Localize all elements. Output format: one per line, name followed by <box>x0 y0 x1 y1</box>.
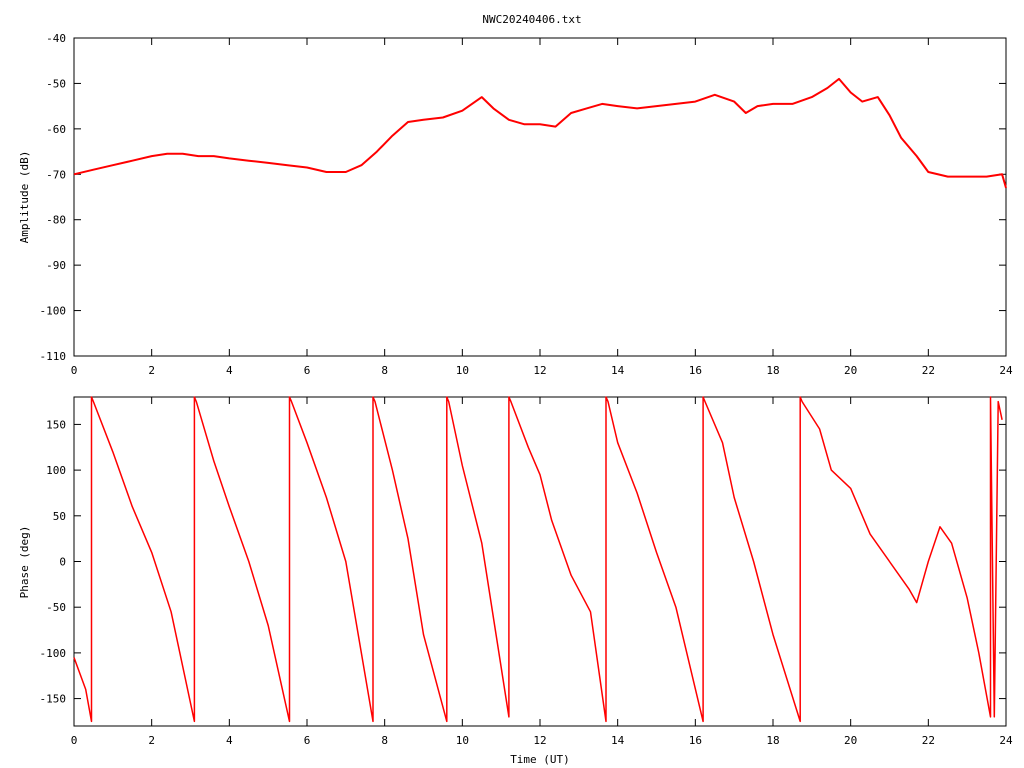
amplitude-y-tick-labels: -40 -50 -60 -70 -80 -90 -100 -110 <box>40 32 67 363</box>
y-tick-label: 50 <box>53 510 66 523</box>
y-tick-label: 0 <box>59 556 66 569</box>
x-tick-label: 10 <box>456 364 469 377</box>
phase-series-line <box>73 396 1003 723</box>
phase-y-axis-label: Phase (deg) <box>18 526 31 599</box>
x-tick-label: 12 <box>533 734 546 747</box>
y-tick-label: 150 <box>46 418 66 431</box>
phase-y-tick-labels: 150 100 50 0 -50 -100 -150 <box>40 418 67 705</box>
x-tick-label: 14 <box>611 364 625 377</box>
amplitude-y-axis-label: Amplitude (dB) <box>18 151 31 244</box>
x-tick-label: 2 <box>148 364 155 377</box>
y-tick-label: -70 <box>46 168 66 181</box>
x-tick-label: 4 <box>226 734 233 747</box>
y-tick-label: -60 <box>46 123 66 136</box>
x-tick-label: 20 <box>844 364 857 377</box>
amplitude-x-tick-labels: 0 2 4 6 8 10 12 14 16 18 20 22 24 <box>71 364 1013 377</box>
y-tick-label: -80 <box>46 214 66 227</box>
x-tick-label: 4 <box>226 364 233 377</box>
x-tick-label: 0 <box>71 734 78 747</box>
x-tick-label: 8 <box>381 734 388 747</box>
x-tick-label: 16 <box>689 734 702 747</box>
x-tick-label: 8 <box>381 364 388 377</box>
y-tick-label: -100 <box>40 305 67 318</box>
x-tick-label: 10 <box>456 734 469 747</box>
amplitude-plot-frame <box>73 37 1007 357</box>
x-tick-label: 6 <box>304 364 311 377</box>
x-tick-label: 0 <box>71 364 78 377</box>
amplitude-tick-marks <box>73 37 1007 357</box>
phase-x-axis-label: Time (UT) <box>510 753 570 766</box>
x-tick-label: 20 <box>844 734 857 747</box>
chart-title: NWC20240406.txt <box>482 13 581 26</box>
x-tick-label: 18 <box>766 364 779 377</box>
y-tick-label: -40 <box>46 32 66 45</box>
x-tick-label: 14 <box>611 734 625 747</box>
y-tick-label: -110 <box>40 350 67 363</box>
amplitude-series-line <box>73 77 1007 189</box>
x-tick-label: 24 <box>999 364 1013 377</box>
y-tick-label: -90 <box>46 259 66 272</box>
x-tick-label: 2 <box>148 734 155 747</box>
y-tick-label: -150 <box>40 693 67 706</box>
x-tick-label: 24 <box>999 734 1013 747</box>
x-tick-label: 16 <box>689 364 702 377</box>
y-tick-label: -50 <box>46 77 66 90</box>
phase-plot-frame <box>73 396 1007 727</box>
y-tick-label: -100 <box>40 647 67 660</box>
x-tick-label: 12 <box>533 364 546 377</box>
amplitude-panel: -40-50-60-70-80-90-100-110 0 2 4 6 8 10 12 14 16… <box>18 32 1013 377</box>
phase-x-tick-labels: 0 2 4 6 8 10 12 14 16 18 20 22 24 <box>71 734 1013 747</box>
phase-tick-marks <box>73 397 1007 726</box>
x-tick-label: 18 <box>766 734 779 747</box>
x-tick-label: 6 <box>304 734 311 747</box>
x-tick-label: 22 <box>922 364 935 377</box>
y-tick-label: -50 <box>46 601 66 614</box>
x-tick-label: 22 <box>922 734 935 747</box>
y-tick-label: 100 <box>46 464 66 477</box>
